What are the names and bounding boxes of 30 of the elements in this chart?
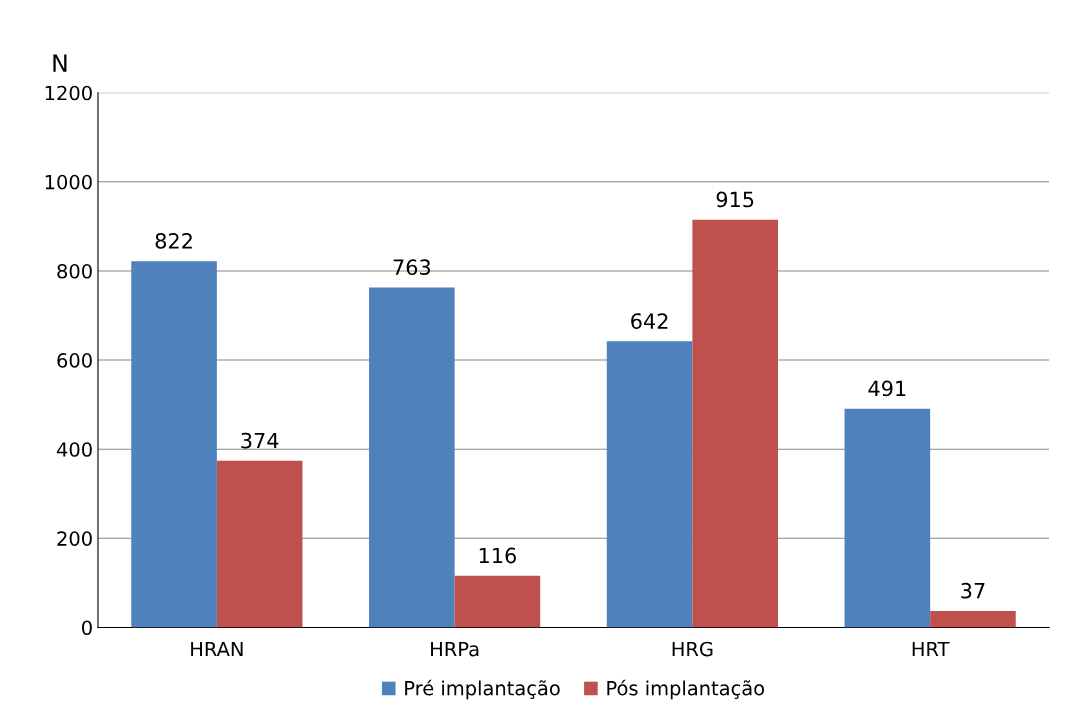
y-tick-label: 400 <box>56 442 92 457</box>
data-label: 116 <box>479 547 516 564</box>
data-label: 822 <box>155 233 192 249</box>
y-tick-label: 0 <box>82 620 92 636</box>
x-tick-label: HRT <box>912 641 950 657</box>
data-label: 915 <box>716 191 754 208</box>
bar <box>369 287 455 628</box>
data-label: 642 <box>631 313 668 329</box>
y-tick-label: 1200 <box>45 85 92 101</box>
data-label: 763 <box>393 259 431 276</box>
data-label: 374 <box>241 432 279 449</box>
y-tick-label: 200 <box>57 531 92 546</box>
legend-label: Pré implantação <box>405 679 560 700</box>
y-axis-title: N <box>53 54 67 72</box>
legend-label: Pós implantação <box>607 679 765 700</box>
bar <box>131 261 217 628</box>
bar <box>930 610 1016 628</box>
bar <box>692 219 778 628</box>
bar <box>844 408 931 628</box>
bar <box>216 460 303 628</box>
bar <box>454 575 541 628</box>
y-tick-label: 800 <box>57 263 92 279</box>
x-tick-label: HRPa <box>431 641 479 657</box>
x-tick-label: HRAN <box>191 641 243 657</box>
x-tick-label: HRG <box>672 641 713 657</box>
data-label: 491 <box>868 380 906 397</box>
data-label: 37 <box>961 582 985 599</box>
y-tick-label: 600 <box>57 353 92 368</box>
bar <box>606 341 693 628</box>
y-tick-label: 1000 <box>45 174 92 190</box>
